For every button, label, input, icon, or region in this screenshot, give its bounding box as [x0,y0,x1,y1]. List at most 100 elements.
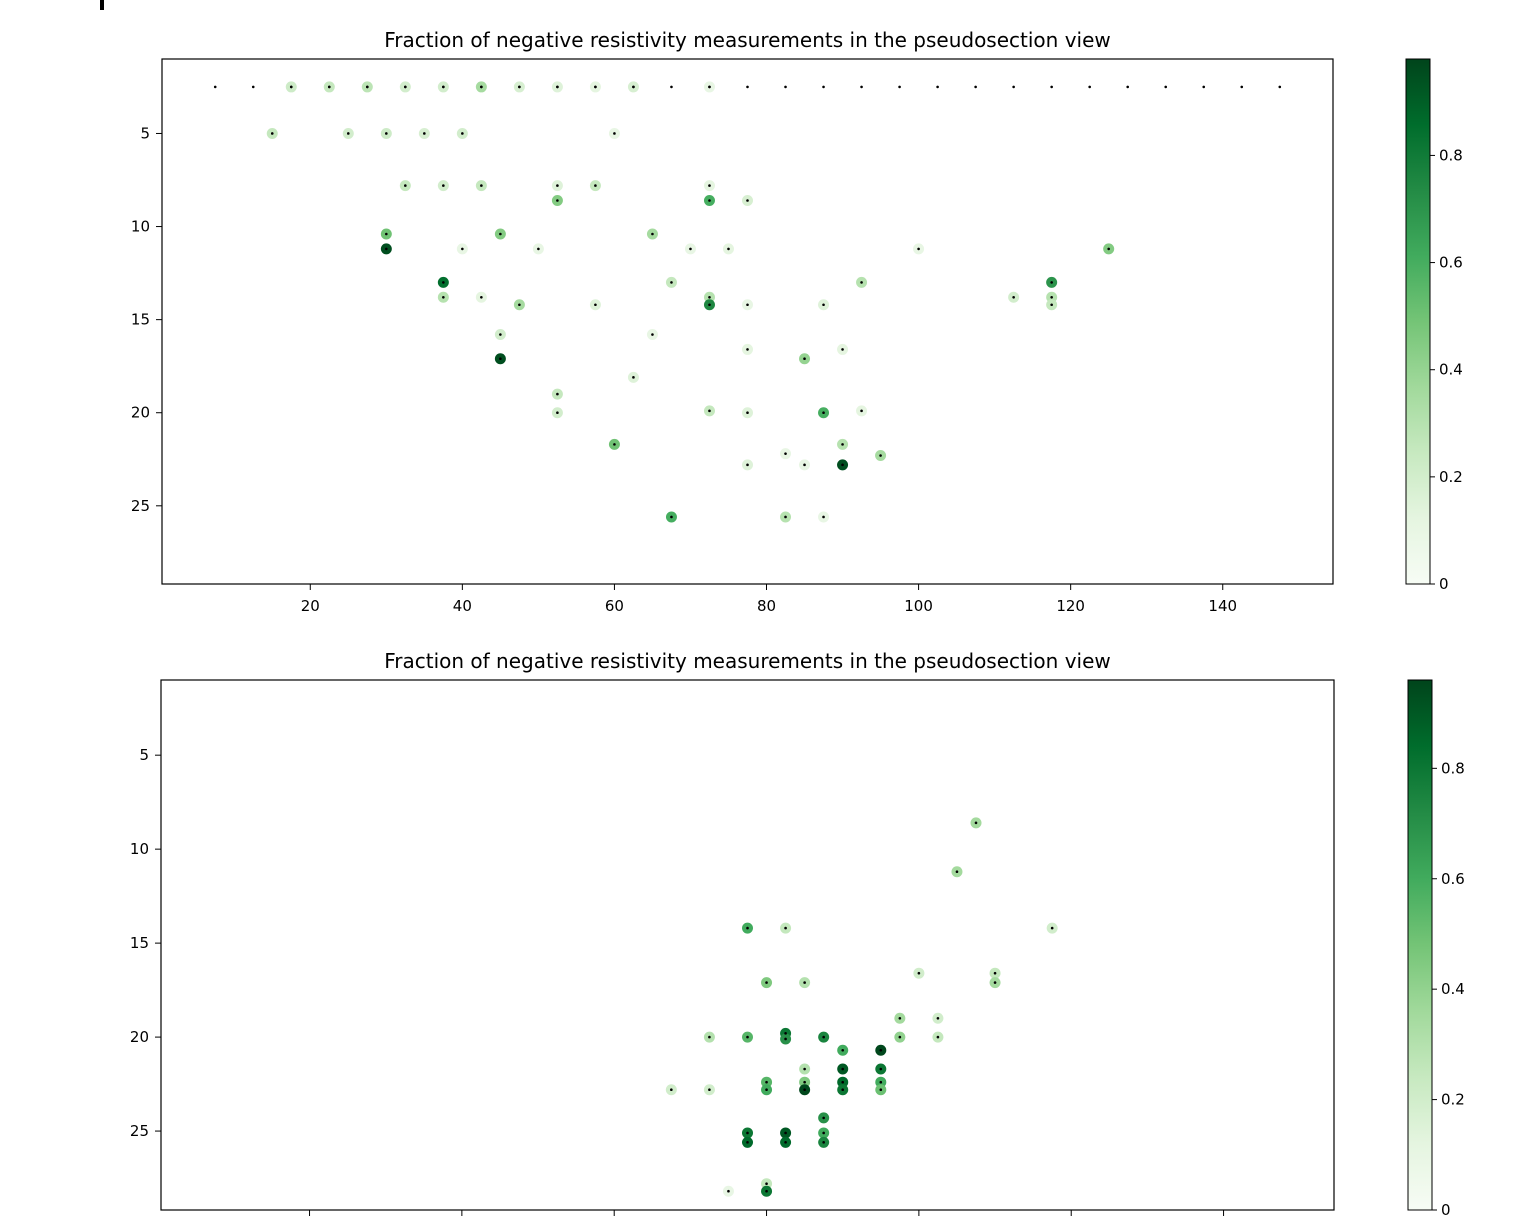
station-dot [708,295,711,299]
station-dot [670,281,673,284]
station-dot [556,392,559,396]
station-dot [784,1037,787,1041]
station-dot [1012,295,1015,299]
station-dot [898,1035,902,1039]
station-dot [346,132,350,135]
colorbar-tick-label: 0.8 [1439,146,1463,164]
station-dot [936,85,939,89]
station-dot [461,247,464,251]
station-dot [594,184,597,187]
colorbar-tick-label: 0.2 [1441,1091,1465,1109]
station-dot [784,926,787,930]
station-dot [860,85,863,89]
station-dot [594,85,597,89]
colorbar-tick-label: 0 [1441,1201,1451,1216]
station-dot [366,85,369,89]
station-dot [746,1035,749,1039]
station-dot [765,1088,768,1092]
station-dot [499,232,502,236]
y-tick-label: 10 [131,218,150,236]
station-dot [556,411,559,415]
station-dot [1164,85,1168,89]
station-dot [841,348,844,351]
station-dot [936,1035,940,1039]
station-dot [442,281,445,284]
station-dot [461,132,464,135]
station-dot [803,1067,806,1071]
station-dot [442,184,445,187]
station-dot [1050,926,1054,930]
station-dot [860,281,863,284]
station-dot [518,303,521,307]
station-dot [556,184,559,187]
station-dot [746,463,749,467]
colorbar-tick-label: 0.2 [1439,468,1463,486]
station-dot [423,132,426,135]
station-dot [765,1182,768,1185]
y-tick-label: 25 [130,1122,149,1140]
x-tick-label: 100 [904,597,933,615]
station-dot [746,348,749,351]
colorbar-tick-label: 0.4 [1441,980,1465,998]
station-dot [784,515,787,519]
station-dot [556,85,559,89]
station-dot [784,452,787,455]
station-dot [898,1016,902,1020]
station-dot [955,870,959,874]
station-dot [784,1131,787,1135]
station-dot [803,981,806,984]
station-dot [746,926,749,930]
station-dot [632,85,635,89]
station-dot [974,821,978,825]
station-dot [879,1067,883,1071]
station-dot [613,443,616,446]
station-dot [860,409,863,413]
station-dot [822,1035,825,1039]
station-dot [442,295,445,299]
station-dot [746,303,749,307]
chart-title: Fraction of negative resistivity measure… [384,28,1111,52]
colorbar [1407,679,1433,1211]
station-dot [670,1088,673,1092]
station-dot [822,1116,825,1120]
station-dot [708,184,711,187]
station-dot [404,85,407,89]
station-dot [822,1131,825,1135]
station-dot [784,85,787,89]
station-dot [803,1080,806,1084]
station-dot [879,1080,883,1084]
station-dot [404,184,407,187]
station-dot [270,132,274,135]
station-dot [1240,85,1244,89]
station-layer [213,85,1282,519]
station-dot [936,1016,940,1020]
station-dot [651,333,654,336]
colorbar [1405,58,1431,585]
station-dot [746,199,749,202]
y-tick-label: 15 [130,934,149,952]
station-dot [841,1067,845,1071]
station-dot [499,333,502,336]
station-dot [1050,295,1053,299]
station-dot [746,1131,749,1135]
station-dot [213,85,217,89]
station-dot [1050,303,1053,307]
station-dot [974,85,977,89]
y-tick-label: 25 [131,497,150,515]
station-dot [822,515,825,519]
station-dot [765,1189,768,1193]
station-dot [556,199,559,202]
y-tick-label: 15 [131,311,150,329]
station-dot [1050,85,1053,89]
station-dot [251,85,255,89]
station-dot [841,463,844,467]
station-dot [784,1032,787,1035]
station-dot [480,184,483,187]
station-dot [1126,85,1129,89]
station-dot [841,1048,845,1052]
station-dot [746,85,749,89]
chart-1: Fraction of negative resistivity measure… [131,28,1463,615]
x-tick-label: 140 [1208,597,1237,615]
station-dot [480,85,483,89]
